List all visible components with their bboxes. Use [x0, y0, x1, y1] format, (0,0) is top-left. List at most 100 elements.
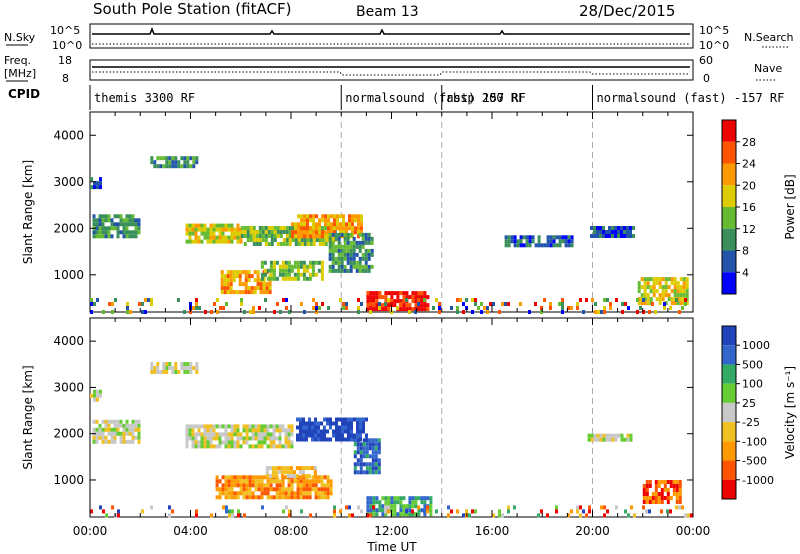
data-cell: [212, 227, 216, 232]
data-cell: [314, 433, 317, 438]
data-cell: [657, 496, 661, 500]
data-cell: [297, 234, 300, 239]
data-cell: [378, 291, 382, 296]
data-cell: [232, 270, 236, 275]
data-cell: [116, 419, 120, 424]
data-cell: [251, 475, 255, 480]
data-cell: [675, 484, 679, 488]
data-cell: [387, 291, 391, 296]
data-cell: [624, 302, 627, 306]
data-cell: [242, 479, 246, 484]
data-cell: [252, 306, 255, 310]
data-cell: [236, 227, 240, 232]
data-cell: [227, 483, 231, 488]
data-cell: [326, 421, 329, 426]
data-cell: [353, 470, 357, 475]
data-cell: [195, 302, 198, 306]
data-cell: [339, 226, 342, 231]
data-cell: [507, 509, 510, 514]
data-cell: [342, 306, 345, 310]
data-cell: [359, 433, 362, 438]
data-cell: [111, 505, 114, 510]
data-cell: [663, 306, 666, 310]
data-cell: [311, 437, 314, 442]
data-cell: [287, 479, 291, 484]
data-cell: [245, 479, 249, 484]
data-cell: [92, 435, 96, 440]
data-cell: [275, 495, 279, 500]
data-cell: [676, 297, 680, 302]
data-cell: [678, 492, 682, 496]
data-cell: [243, 310, 246, 314]
data-cell: [303, 310, 306, 314]
data-cell: [673, 285, 677, 290]
data-cell: [335, 425, 338, 430]
data-cell: [233, 475, 237, 480]
data-cell: [285, 230, 289, 234]
data-cell: [251, 479, 255, 484]
nsky-label: N.Sky: [4, 31, 36, 44]
data-cell: [226, 274, 230, 279]
data-cell: [371, 446, 375, 451]
data-cell: [189, 164, 193, 169]
data-cell: [303, 222, 306, 227]
data-cell: [357, 306, 360, 310]
data-cell: [342, 302, 345, 306]
data-cell: [138, 302, 141, 306]
data-cell: [150, 302, 153, 306]
data-cell: [240, 226, 244, 230]
data-cell: [684, 298, 687, 302]
data-cell: [242, 487, 246, 492]
data-cell: [96, 389, 99, 394]
data-cell: [358, 260, 362, 265]
data-cell: [354, 230, 357, 235]
data-cell: [119, 222, 123, 227]
data-cell: [321, 214, 324, 219]
colorbar-tick-label: 24: [742, 158, 756, 171]
data-cell: [270, 230, 274, 234]
data-cell: [349, 260, 353, 265]
data-cell: [287, 432, 291, 437]
data-cell: [244, 286, 248, 291]
data-cell: [679, 285, 683, 290]
data-cell: [174, 370, 178, 374]
data-cell: [362, 438, 366, 443]
data-cell: [411, 307, 415, 312]
data-cell: [116, 234, 120, 239]
data-cell: [356, 450, 360, 455]
data-cell: [534, 302, 537, 306]
data-cell: [296, 417, 299, 422]
data-cell: [128, 439, 132, 444]
data-cell: [522, 243, 526, 248]
data-cell: [254, 432, 258, 437]
data-cell: [239, 432, 243, 437]
data-cell: [343, 240, 347, 245]
data-cell: [95, 226, 99, 231]
data-cell: [390, 291, 394, 296]
data-cell: [185, 428, 189, 433]
data-cell: [320, 437, 323, 442]
data-cell: [359, 466, 363, 471]
data-cell: [296, 487, 300, 492]
data-cell: [359, 421, 362, 426]
data-cell: [287, 483, 291, 488]
data-cell: [387, 505, 390, 510]
data-cell: [246, 226, 250, 230]
data-cell: [405, 291, 409, 296]
data-cell: [165, 362, 169, 366]
data-cell: [320, 264, 324, 269]
noise-tick-bottom-right: 10^0: [699, 39, 729, 52]
data-cell: [311, 479, 315, 484]
data-cell: [194, 444, 198, 449]
data-cell: [218, 436, 222, 441]
data-cell: [474, 298, 477, 302]
data-cell: [280, 466, 284, 471]
data-cell: [247, 270, 251, 275]
data-cell: [221, 235, 225, 240]
data-cell: [308, 417, 311, 422]
data-cell: [126, 302, 129, 306]
data-cell: [393, 299, 397, 304]
data-cell: [617, 226, 620, 230]
data-cell: [420, 508, 424, 513]
data-cell: [129, 310, 132, 314]
